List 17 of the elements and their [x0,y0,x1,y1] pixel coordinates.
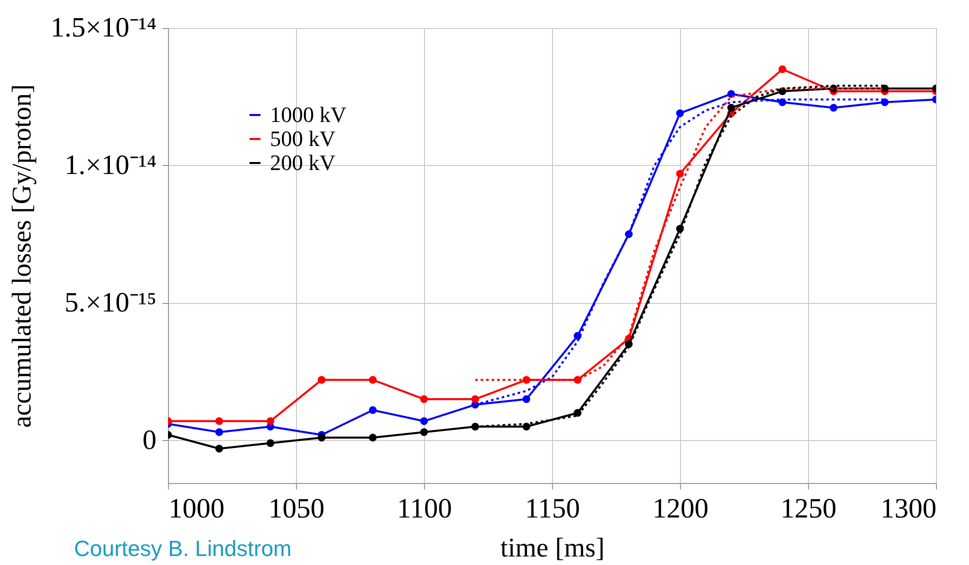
y-axis-title: accumulated losses [Gy/proton] [6,84,37,428]
legend-label: 1000 kV [270,102,346,127]
x-tick-label: 1200 [652,494,708,524]
x-tick-label: 1150 [525,494,580,524]
legend-label: 500 kV [270,126,336,151]
legend-label: 200 kV [270,150,336,175]
y-tick-label: 0 [142,424,156,456]
x-tick-label: 1100 [397,494,452,524]
y-tick-label: 5.×10⁻¹⁵ [64,287,156,318]
y-tick-label: 1.×10⁻¹⁴ [64,150,156,181]
x-axis-title: time [ms] [500,532,605,562]
y-tick-label: 1.5×10⁻¹⁴ [50,12,156,44]
x-tick-label: 1000 [168,494,224,524]
x-tick-label: 1300 [880,494,936,524]
x-tick-label: 1050 [268,494,324,524]
x-tick-label: 1250 [780,494,836,524]
text: Courtesy B. Lindstrom [74,536,292,562]
